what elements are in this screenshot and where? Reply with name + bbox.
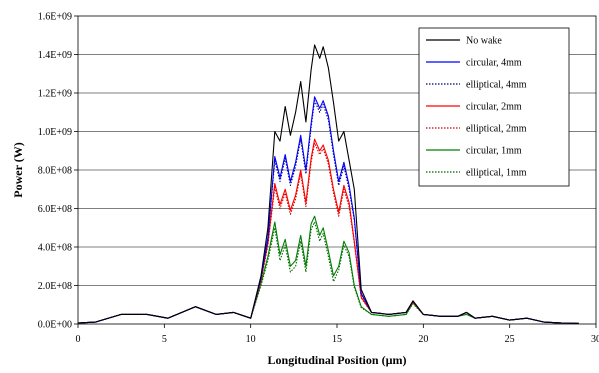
- y-tick-label: 2.0E+08: [38, 281, 72, 292]
- x-tick-label: 15: [332, 334, 342, 345]
- x-tick-label: 30: [591, 334, 599, 345]
- legend-label: circular, 4mm: [466, 58, 522, 69]
- y-tick-label: 1.2E+09: [38, 89, 72, 100]
- y-tick-label: 1.6E+09: [38, 12, 72, 23]
- legend-label: elliptical, 2mm: [466, 124, 527, 135]
- y-tick-label: 6.0E+08: [38, 204, 72, 215]
- y-tick-label: 0.0E+00: [38, 320, 72, 331]
- x-tick-label: 10: [246, 334, 256, 345]
- legend-label: circular, 2mm: [466, 102, 522, 113]
- y-tick-label: 1.4E+09: [38, 50, 72, 61]
- y-tick-label: 4.0E+08: [38, 243, 72, 254]
- y-tick-label: 1.0E+09: [38, 127, 72, 138]
- legend: No wake circular, 4mm elliptical, 4mm circu…: [419, 28, 569, 186]
- x-axis-title: Longitudinal Position (µm): [268, 353, 407, 367]
- legend-label: elliptical, 1mm: [466, 168, 527, 179]
- legend-label: No wake: [466, 36, 502, 47]
- x-tick-label: 5: [162, 334, 167, 345]
- x-tick-label: 0: [76, 334, 81, 345]
- y-axis-title: Power (W): [11, 142, 25, 197]
- x-tick-label: 25: [505, 334, 515, 345]
- series-line: [78, 222, 579, 323]
- y-tick-label: 8.0E+08: [38, 166, 72, 177]
- legend-label: circular, 1mm: [466, 146, 522, 157]
- x-axis-ticks: 0 5 10 15 20 25 30: [76, 324, 599, 345]
- y-axis-ticks: 0.0E+00 2.0E+08 4.0E+08 6.0E+08 8.0E+08 1.0E+…: [38, 12, 78, 331]
- series-line: [78, 216, 579, 323]
- legend-label: elliptical, 4mm: [466, 80, 527, 91]
- x-tick-label: 20: [418, 334, 428, 345]
